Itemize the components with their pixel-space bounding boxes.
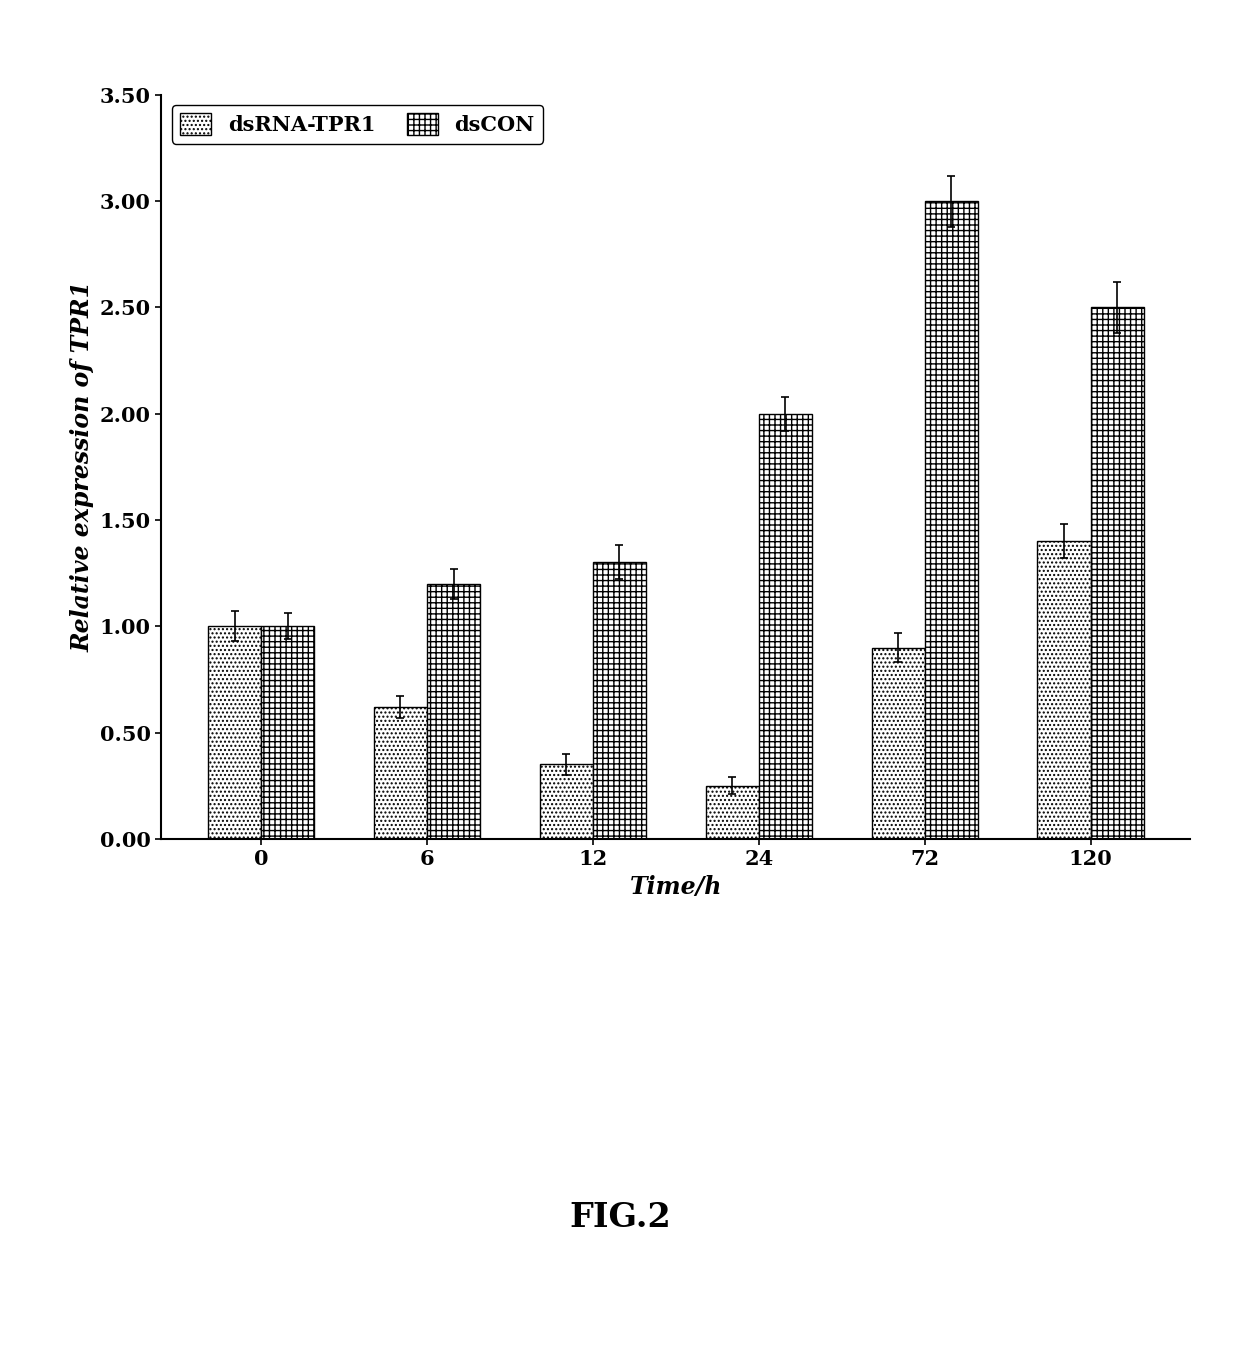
Bar	[208, 626, 262, 839]
Bar	[872, 648, 925, 839]
Bar	[593, 563, 646, 839]
Bar	[1038, 541, 1090, 839]
Bar	[262, 626, 314, 839]
X-axis label: Time/h: Time/h	[630, 875, 722, 898]
Text: FIG.2: FIG.2	[569, 1201, 671, 1234]
Bar	[925, 202, 977, 839]
Y-axis label: Relative expression of TPR1: Relative expression of TPR1	[71, 281, 94, 652]
Bar	[706, 786, 759, 839]
Bar	[539, 764, 593, 839]
Legend: dsRNA-TPR1, dsCON: dsRNA-TPR1, dsCON	[171, 106, 543, 143]
Bar	[1090, 307, 1143, 839]
Bar	[759, 414, 812, 839]
Bar	[374, 708, 427, 839]
Bar	[427, 583, 480, 839]
